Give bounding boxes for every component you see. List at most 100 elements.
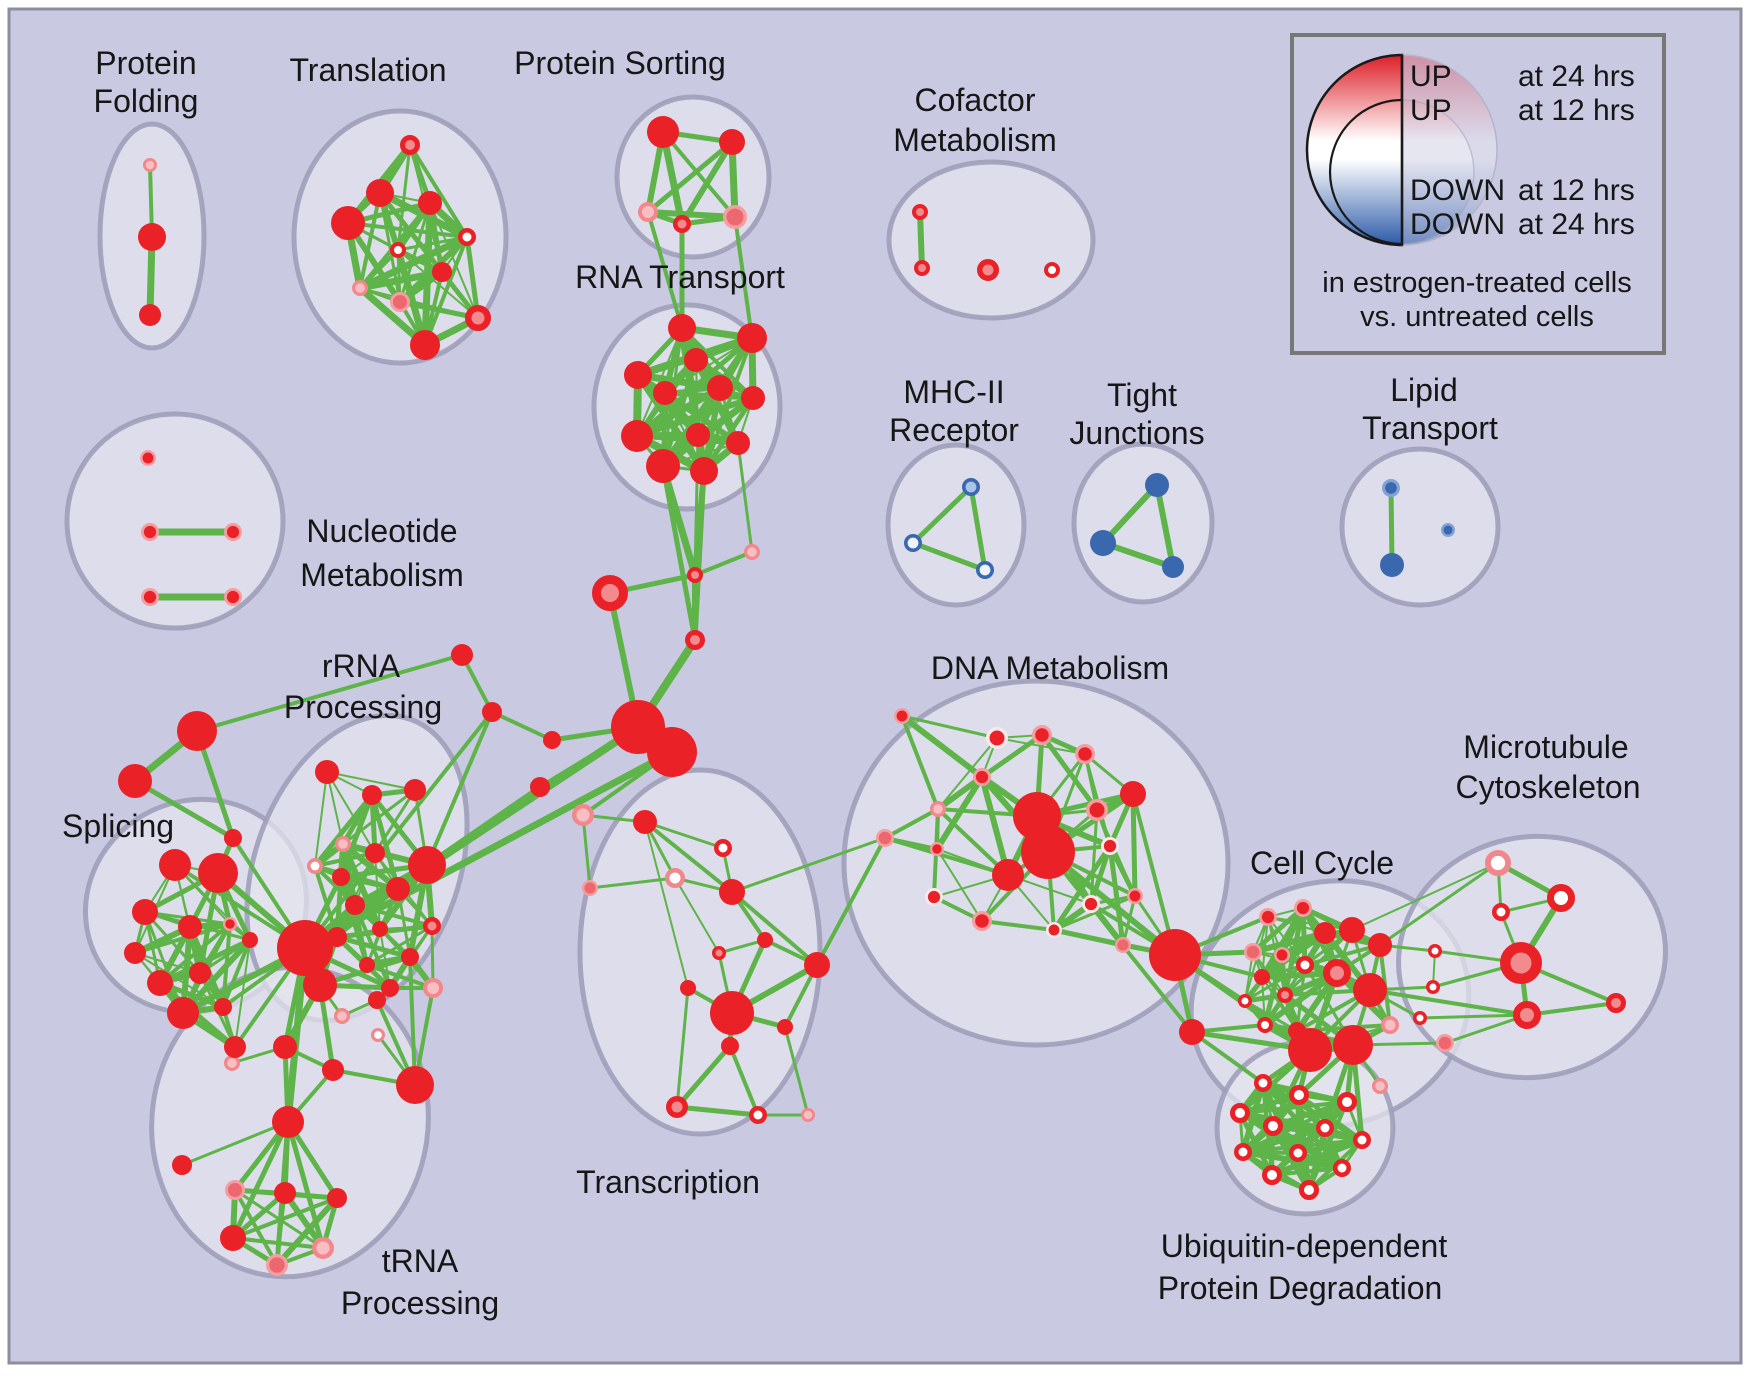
node-sp8 bbox=[189, 962, 211, 984]
cluster-label-translation: Translation bbox=[289, 52, 446, 88]
edge bbox=[274, 1195, 340, 1268]
node-B2 bbox=[1179, 1019, 1205, 1045]
node-ne bbox=[543, 731, 561, 749]
node-c1 bbox=[743, 543, 760, 560]
edge bbox=[979, 774, 1011, 878]
node-ub8 bbox=[1234, 1143, 1252, 1161]
edge bbox=[464, 234, 481, 321]
node-cc2 bbox=[1293, 899, 1312, 918]
node-cc12 bbox=[1277, 987, 1293, 1003]
node-nm4 bbox=[141, 588, 160, 607]
edge bbox=[180, 937, 253, 1016]
node-dn11 bbox=[1021, 825, 1075, 879]
node-tn0 bbox=[272, 1106, 304, 1138]
node-c3 bbox=[592, 575, 628, 611]
node-cc4 bbox=[1314, 922, 1336, 944]
edge bbox=[661, 130, 737, 219]
node-rb5 bbox=[368, 991, 386, 1009]
node-cc16 bbox=[1288, 1028, 1332, 1072]
cluster-ellipse-cofactor_metabolism bbox=[886, 159, 1096, 321]
node-tr9 bbox=[390, 292, 410, 312]
node-ps1 bbox=[647, 116, 679, 148]
node-tx1 bbox=[633, 810, 657, 834]
node-c4 bbox=[685, 630, 705, 650]
node-rr8 bbox=[386, 877, 410, 901]
node-tr2 bbox=[366, 179, 394, 207]
node-rt4 bbox=[684, 348, 708, 372]
node-cc13 bbox=[1238, 994, 1252, 1008]
node-tx3 bbox=[665, 868, 685, 888]
cluster-ellipse-lipid_transport bbox=[1339, 446, 1501, 608]
edge bbox=[979, 732, 1045, 780]
node-tr10 bbox=[465, 305, 491, 331]
edge bbox=[910, 540, 988, 573]
edge bbox=[1368, 988, 1529, 1017]
node-rt2 bbox=[737, 323, 767, 353]
node-lp3 bbox=[1380, 553, 1404, 577]
node-rr3 bbox=[404, 779, 426, 801]
node-rb2 bbox=[224, 1054, 241, 1071]
edge bbox=[636, 373, 755, 400]
node-na bbox=[482, 702, 502, 722]
edge bbox=[1238, 1100, 1349, 1115]
cluster-label-dna_metabolism: DNA Metabolism bbox=[931, 650, 1169, 686]
node-cc7 bbox=[1274, 947, 1291, 964]
node-tn4 bbox=[220, 1225, 246, 1251]
node-sp2 bbox=[198, 853, 238, 893]
cluster-label-tight_junctions: Junctions bbox=[1069, 415, 1204, 451]
edge bbox=[783, 1025, 810, 1117]
node-ps3 bbox=[638, 202, 658, 222]
node-tn6 bbox=[265, 1254, 288, 1277]
node-tn2 bbox=[274, 1182, 296, 1204]
edge bbox=[132, 778, 236, 841]
edge bbox=[644, 821, 689, 989]
edge bbox=[900, 714, 940, 811]
node-tn5 bbox=[312, 1236, 335, 1259]
node-rr17 bbox=[359, 957, 375, 973]
node-ps2 bbox=[719, 129, 745, 155]
node-tr1 bbox=[400, 135, 420, 155]
edge bbox=[910, 484, 974, 546]
node-nm2 bbox=[141, 523, 160, 542]
node-dn6 bbox=[875, 828, 894, 847]
node-sp9 bbox=[167, 997, 199, 1029]
edge bbox=[1378, 861, 1500, 947]
legend-glyph-inner-left bbox=[1328, 98, 1404, 246]
node-rr7 bbox=[332, 868, 350, 886]
node-pf1 bbox=[142, 157, 157, 172]
node-dn17 bbox=[925, 888, 944, 907]
node-mh3 bbox=[975, 560, 994, 579]
node-pf2 bbox=[138, 223, 166, 251]
node-tx8 bbox=[680, 980, 696, 996]
cluster-label-protein_sorting: Protein Sorting bbox=[514, 45, 726, 81]
edge bbox=[1154, 482, 1176, 570]
edge bbox=[195, 653, 464, 733]
node-cc3 bbox=[1339, 917, 1365, 943]
node-mt6 bbox=[1500, 942, 1542, 984]
node-pf3 bbox=[139, 304, 161, 326]
cluster-label-cofactor_metabolism: Metabolism bbox=[893, 122, 1057, 158]
legend: UP at 24 hrs UP at 12 hrs DOWN at 12 hrs DOWN a… bbox=[1290, 33, 1666, 355]
node-rr16 bbox=[381, 979, 399, 997]
node-rt12 bbox=[690, 457, 718, 485]
node-tx7 bbox=[712, 946, 726, 960]
node-rb7 bbox=[396, 1066, 434, 1104]
edge bbox=[581, 813, 592, 890]
edge bbox=[935, 774, 985, 812]
edge bbox=[730, 836, 887, 894]
edge bbox=[936, 848, 983, 922]
node-st3 bbox=[224, 829, 242, 847]
cluster-label-microtubule: Microtubule bbox=[1463, 729, 1628, 765]
node-nd bbox=[572, 804, 595, 827]
edge bbox=[968, 484, 988, 573]
edge bbox=[230, 1119, 291, 1241]
node-ps5 bbox=[722, 205, 747, 230]
node-dn7 bbox=[929, 841, 944, 856]
cluster-label-rrna_processing: Processing bbox=[284, 689, 442, 725]
edge bbox=[1100, 482, 1160, 546]
cluster-label-cofactor_metabolism: Cofactor bbox=[915, 82, 1036, 118]
edge bbox=[1130, 791, 1138, 899]
legend-direction-label: UP bbox=[1410, 60, 1452, 93]
node-cc6 bbox=[1243, 942, 1262, 961]
node-dn4 bbox=[973, 768, 992, 787]
